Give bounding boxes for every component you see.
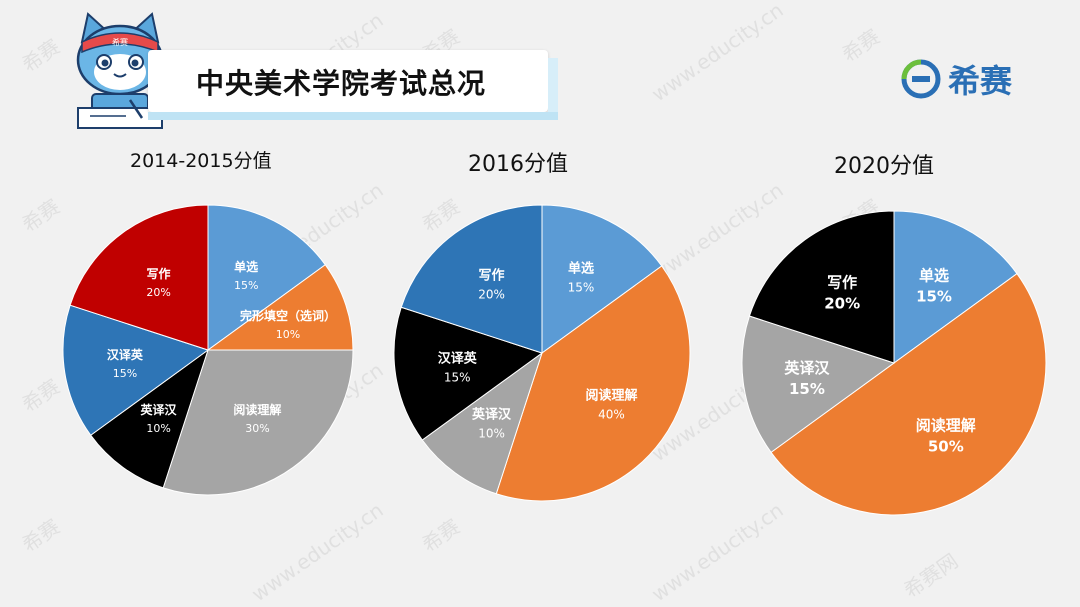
pie1-slice-4 (400, 204, 543, 354)
pie0-value-5: 20% (146, 286, 170, 299)
pie1-value-3: 15% (444, 370, 471, 384)
pie2-label-2: 英译汉 (784, 359, 830, 377)
educity-logo-icon (901, 59, 941, 99)
pie1-slice-1 (495, 265, 691, 502)
pie2-label-1: 阅读理解 (916, 416, 976, 434)
pie1-slice-0 (541, 204, 663, 354)
pie1-label-1: 阅读理解 (585, 387, 637, 403)
pie0-value-2: 30% (245, 422, 269, 435)
pie1-slice-2 (421, 351, 543, 495)
pie2-value-1: 50% (928, 437, 964, 455)
pie0-value-0: 15% (234, 279, 258, 292)
pie1-label-4: 写作 (479, 268, 505, 284)
pie2-slice-0 (893, 210, 1018, 364)
pie1-value-0: 15% (568, 281, 595, 295)
pie0-label-2: 阅读理解 (233, 402, 281, 417)
cat-mascot-icon: 希赛 (76, 12, 164, 129)
pie1-value-2: 10% (478, 426, 505, 440)
pie2-label-3: 写作 (827, 274, 857, 292)
pie0-label-3: 英译汉 (141, 402, 178, 417)
pie1-label-3: 汉译英 (438, 350, 478, 366)
pie2-value-3: 20% (824, 295, 860, 313)
pie0-slice-4 (62, 304, 210, 436)
pie0-label-1: 完形填空（选词） (240, 308, 336, 323)
pie0-label-4: 汉译英 (107, 347, 144, 362)
pie2-slice-2 (741, 315, 896, 454)
pie0-slice-5 (69, 204, 209, 351)
pie2-label-0: 单选 (919, 266, 949, 284)
pie0-label-5: 写作 (147, 266, 171, 281)
pie1-value-1: 40% (598, 407, 625, 421)
brand-logo: 希赛 (900, 56, 1012, 102)
chart-title-2014-2015: 2014-2015分值 (130, 150, 272, 172)
page-title: 中央美术学院考试总况 (196, 67, 487, 100)
pie1-slice-3 (393, 306, 544, 441)
pie0-slice-1 (206, 264, 354, 351)
mascot-headband-text: 希赛 (112, 37, 128, 47)
pie2-slice-3 (748, 210, 895, 364)
pie0-value-3: 10% (146, 422, 170, 435)
pie0-slice-0 (207, 204, 327, 351)
pie0-value-1: 10% (276, 328, 300, 341)
logo-text: 希赛 (948, 62, 1013, 100)
chart-title-2016: 2016分值 (468, 152, 568, 177)
pie0-value-4: 15% (113, 367, 137, 380)
pie1-label-0: 单选 (568, 261, 594, 277)
pie2-value-0: 15% (916, 287, 952, 305)
pie2-value-2: 15% (789, 380, 825, 398)
chart-title-2020: 2020分值 (834, 154, 934, 179)
pie0-slice-2 (162, 349, 354, 496)
pie0-slice-3 (89, 348, 209, 489)
title-banner (148, 50, 558, 120)
pie1-value-4: 20% (478, 288, 505, 302)
pie2-slice-1 (770, 272, 1047, 516)
pie0-label-0: 单选 (234, 259, 258, 274)
pie1-label-2: 英译汉 (471, 406, 512, 422)
